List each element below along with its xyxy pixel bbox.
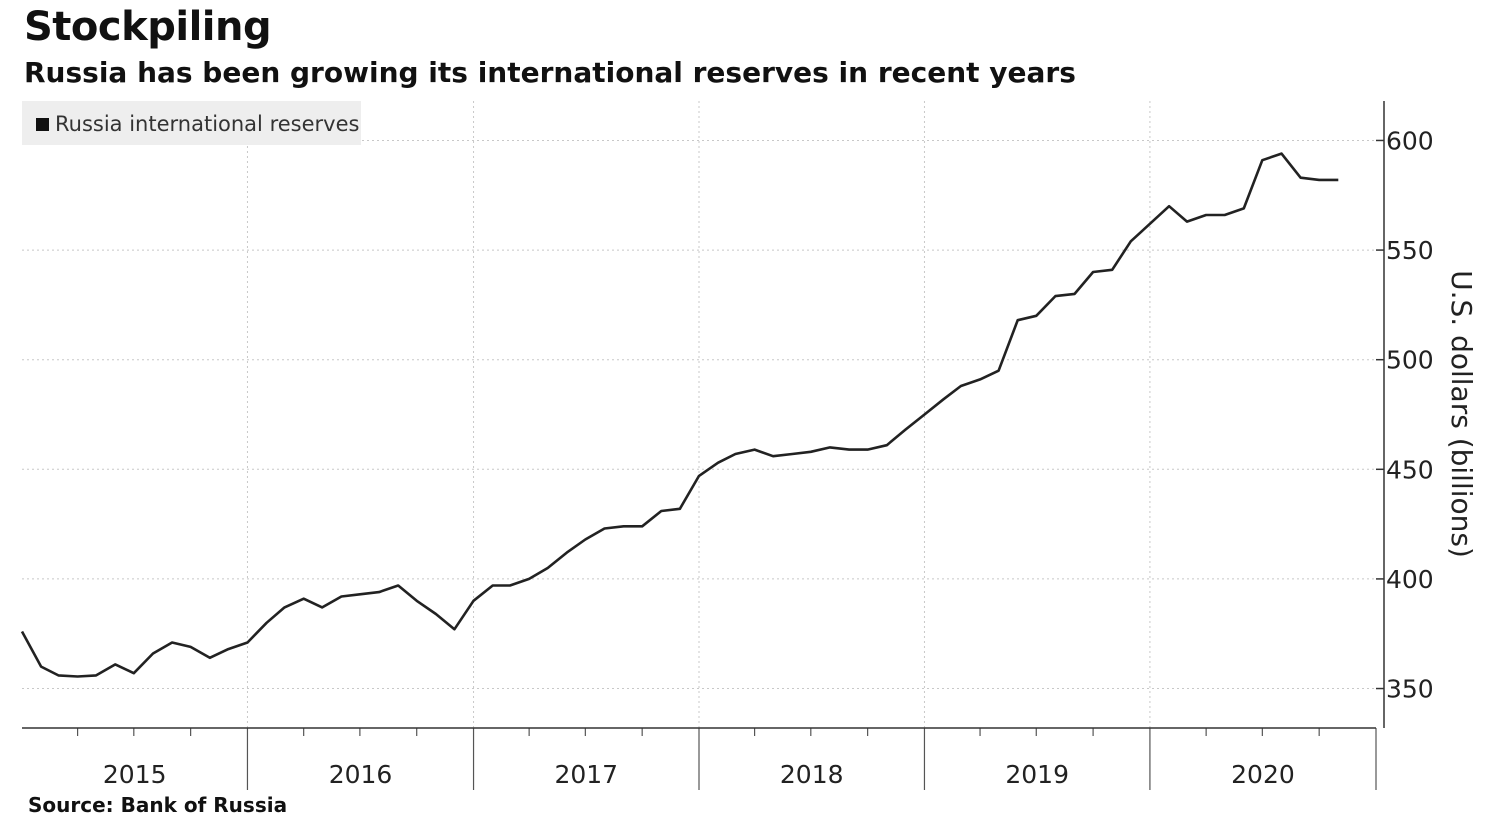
legend: Russia international reserves (22, 101, 361, 145)
y-axis-title: U.S. dollars (billions) (1445, 270, 1478, 558)
axes: 350 400 450 500 550 600 2015 2016 2017 2018 2019 20… (22, 101, 1434, 790)
legend-background (22, 101, 361, 145)
gridlines (22, 101, 1376, 728)
series-line (20, 152, 1339, 678)
x-tick-label: 2020 (1231, 760, 1295, 789)
x-tick-label: 2019 (1005, 760, 1069, 789)
x-tick-label: 2015 (103, 760, 167, 789)
y-tick-label: 600 (1386, 126, 1434, 155)
x-tick-label: 2017 (554, 760, 618, 789)
series-layer (20, 152, 1339, 678)
legend-swatch (36, 118, 49, 131)
y-tick-label: 400 (1386, 565, 1434, 594)
chart-title: Stockpiling (24, 4, 272, 50)
x-tick-label: 2016 (329, 760, 393, 789)
y-tick-label: 500 (1386, 346, 1434, 375)
y-tick-label: 350 (1386, 675, 1434, 704)
chart-subtitle: Russia has been growing its internationa… (24, 56, 1076, 89)
source-note: Source: Bank of Russia (28, 793, 288, 817)
legend-label: Russia international reserves (55, 112, 359, 136)
y-tick-label: 550 (1386, 236, 1434, 265)
x-tick-label: 2018 (780, 760, 844, 789)
y-tick-label: 450 (1386, 455, 1434, 484)
